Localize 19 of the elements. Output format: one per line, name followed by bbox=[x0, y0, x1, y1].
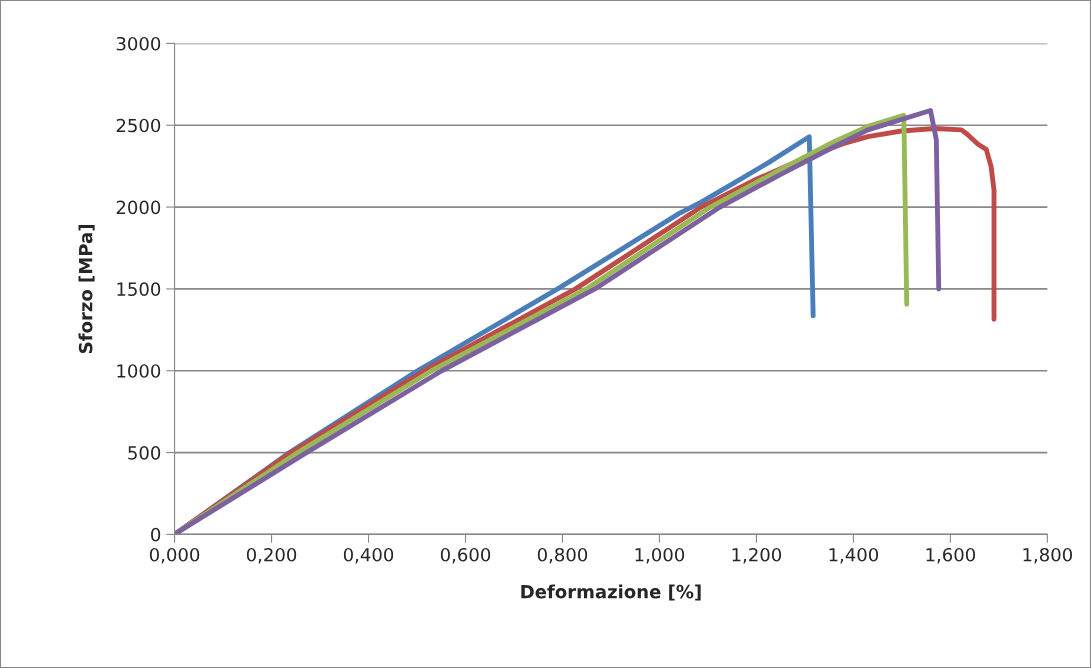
y-tick-label: 3000 bbox=[116, 36, 161, 51]
x-tick-label: 1,800 bbox=[1023, 547, 1073, 564]
y-tick-label: 2000 bbox=[116, 200, 161, 215]
y-tick-label: 1000 bbox=[117, 364, 161, 378]
x-tick-label: 0,800 bbox=[537, 547, 588, 564]
x-axis-title: Deformazione [%] bbox=[521, 584, 701, 601]
y-tick-label: 0 bbox=[151, 527, 161, 542]
y-axis-title: Sforzo [MPa] bbox=[78, 225, 95, 354]
x-tick-label: 0,400 bbox=[343, 547, 394, 564]
x-tick-label: 0,600 bbox=[440, 547, 491, 564]
y-tick-label: 2500 bbox=[116, 118, 161, 133]
y-tick-label: 1500 bbox=[117, 282, 161, 297]
x-tick-label: 0,000 bbox=[149, 547, 200, 564]
y-tick-label: 500 bbox=[128, 446, 161, 460]
x-tick-label: 1,200 bbox=[732, 547, 782, 564]
x-tick-label: 1,000 bbox=[635, 547, 685, 564]
x-tick-label: 0,200 bbox=[246, 547, 297, 564]
x-tick-label: 1,400 bbox=[829, 547, 879, 564]
x-tick-label: 1,600 bbox=[926, 547, 976, 564]
